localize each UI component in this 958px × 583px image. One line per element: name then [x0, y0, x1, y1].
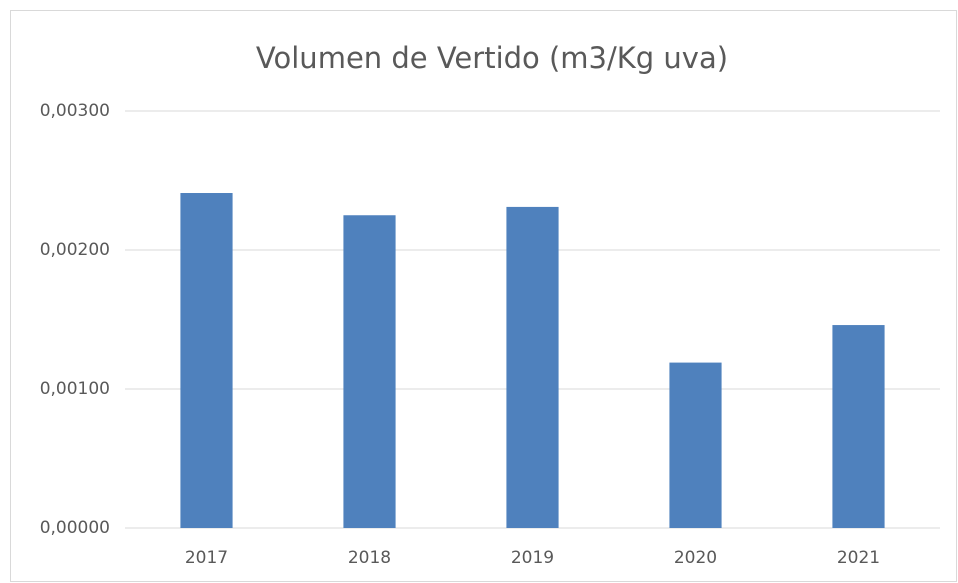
bar [343, 215, 396, 528]
x-tick-label: 2017 [185, 548, 228, 568]
chart-border [10, 10, 957, 582]
chart-title: Volumen de Vertido (m3/Kg uva) [256, 41, 728, 75]
bar [832, 325, 885, 528]
bar [506, 206, 559, 528]
x-tick-label: 2018 [348, 548, 391, 568]
bar [180, 193, 233, 528]
x-tick-label: 2019 [511, 548, 554, 568]
y-tick-label: 0,00000 [40, 518, 110, 538]
y-tick-label: 0,00200 [40, 240, 110, 260]
x-tick-label: 2021 [837, 548, 880, 568]
bar [669, 362, 722, 528]
y-tick-label: 0,00300 [40, 101, 110, 121]
x-tick-label: 2020 [674, 548, 717, 568]
y-tick-label: 0,00100 [40, 379, 110, 399]
